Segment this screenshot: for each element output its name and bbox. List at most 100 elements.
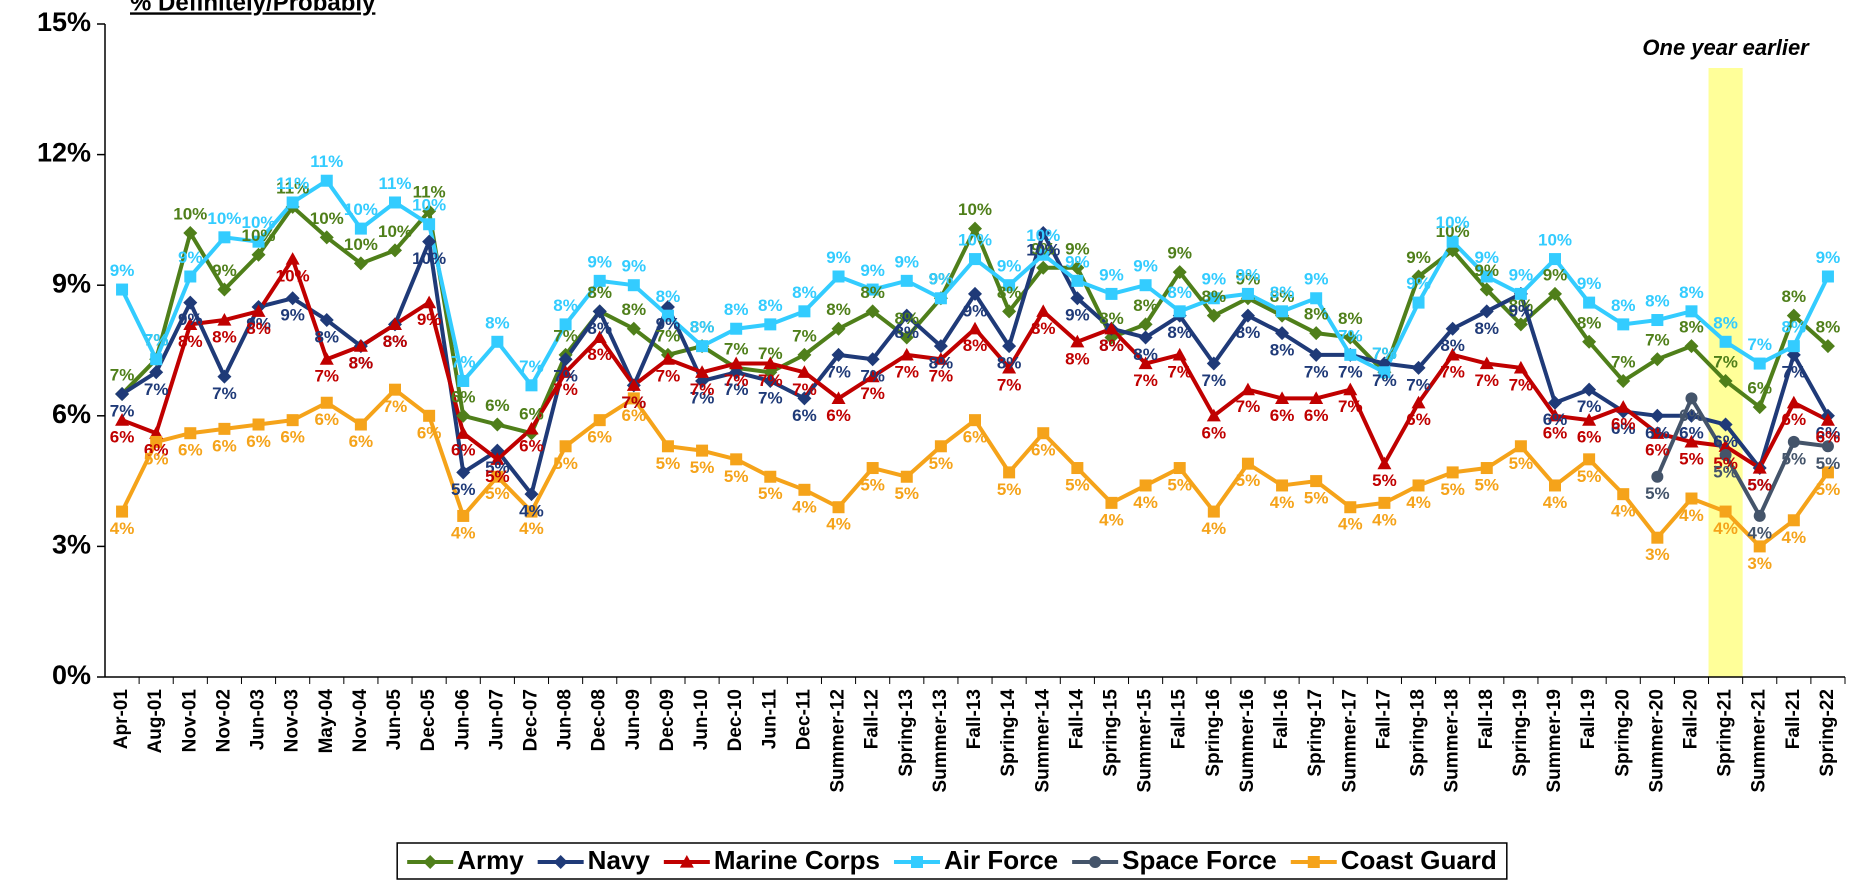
- highlight-band: [1708, 68, 1743, 677]
- marker: [218, 231, 231, 244]
- x-tick-label: Dec-05: [418, 689, 439, 752]
- marker: [1275, 391, 1290, 404]
- marker: [1240, 308, 1255, 323]
- data-label: 6%: [1747, 379, 1772, 398]
- data-label: 8%: [929, 354, 954, 373]
- marker: [389, 196, 401, 209]
- marker: [797, 391, 812, 406]
- marker: [1105, 287, 1118, 300]
- x-tick-label: Fall-14: [1066, 689, 1087, 750]
- marker: [1719, 335, 1732, 348]
- marker: [116, 283, 129, 296]
- marker: [1070, 334, 1085, 348]
- x-tick-label: Summer-21: [1749, 689, 1770, 793]
- marker: [1206, 408, 1221, 422]
- marker: [1173, 305, 1186, 318]
- data-label: 5%: [724, 467, 749, 486]
- data-label: 8%: [1099, 309, 1124, 328]
- data-label: 5%: [894, 484, 919, 503]
- marker: [1003, 466, 1016, 479]
- data-label: 10%: [344, 200, 378, 219]
- marker: [832, 270, 845, 283]
- data-label: 8%: [1065, 349, 1090, 368]
- data-label: 7%: [1167, 362, 1192, 381]
- data-label: 5%: [1679, 449, 1704, 468]
- data-label: 7%: [724, 339, 749, 358]
- data-label: 8%: [1270, 341, 1295, 360]
- data-label: 10%: [1436, 222, 1470, 241]
- marker: [1480, 270, 1493, 283]
- x-tick-label: Jun-09: [623, 689, 644, 750]
- data-label: 8%: [1031, 319, 1056, 338]
- marker: [456, 408, 471, 423]
- marker: [1071, 462, 1084, 475]
- x-tick-label: Fall-13: [964, 689, 985, 749]
- data-label: 7%: [792, 380, 817, 399]
- data-label: 8%: [1270, 287, 1295, 306]
- marker: [456, 426, 471, 439]
- x-tick-label: Fall-20: [1680, 689, 1701, 749]
- marker: [1002, 339, 1017, 354]
- marker: [1309, 391, 1324, 404]
- marker: [1310, 475, 1323, 488]
- data-label: 9%: [417, 310, 442, 329]
- data-label: 9%: [1509, 265, 1534, 284]
- data-label: 7%: [860, 367, 885, 386]
- data-label: 6%: [485, 396, 510, 415]
- data-label: 9%: [1167, 244, 1192, 263]
- data-label: 7%: [792, 326, 817, 345]
- x-tick-label: Spring-17: [1305, 689, 1326, 777]
- marker: [1583, 453, 1596, 466]
- marker: [491, 335, 504, 348]
- marker: [1002, 360, 1017, 374]
- marker: [593, 414, 606, 427]
- marker: [764, 318, 777, 331]
- marker: [1377, 456, 1392, 470]
- marker: [1753, 540, 1766, 553]
- data-label: 8%: [1782, 318, 1807, 337]
- marker: [1036, 304, 1051, 317]
- marker: [286, 196, 299, 209]
- data-label: 8%: [792, 283, 817, 302]
- data-label: 10%: [1026, 226, 1060, 245]
- marker: [491, 470, 504, 483]
- data-label: 10%: [1436, 213, 1470, 232]
- marker: [729, 356, 744, 370]
- data-label: 6%: [622, 406, 647, 425]
- marker: [1173, 462, 1186, 475]
- marker: [797, 347, 812, 362]
- data-label: 8%: [963, 336, 988, 355]
- marker: [1650, 426, 1665, 439]
- data-label: 7%: [690, 380, 715, 399]
- data-label: 7%: [212, 384, 237, 403]
- data-label: 5%: [451, 480, 476, 499]
- data-label: 4%: [1747, 523, 1772, 542]
- marker: [1071, 274, 1084, 287]
- data-label: 7%: [1338, 362, 1363, 381]
- marker: [251, 247, 266, 262]
- data-label: 6%: [1713, 432, 1738, 451]
- marker: [320, 396, 333, 409]
- data-label: 8%: [1611, 296, 1636, 315]
- data-label: 5%: [144, 449, 169, 468]
- marker: [764, 470, 777, 483]
- data-label: 10%: [958, 200, 992, 219]
- x-tick-label: Spring-18: [1408, 689, 1429, 777]
- marker: [763, 373, 778, 388]
- marker: [1412, 479, 1425, 492]
- marker: [252, 235, 265, 248]
- marker: [627, 279, 640, 292]
- x-tick-label: Fall-21: [1783, 689, 1804, 750]
- marker: [389, 383, 401, 396]
- marker: [1002, 304, 1017, 319]
- x-tick-label: Summer-17: [1339, 689, 1360, 793]
- marker: [457, 509, 470, 522]
- data-label: 6%: [451, 387, 476, 406]
- marker: [1138, 356, 1153, 370]
- marker: [217, 282, 232, 297]
- marker: [217, 313, 232, 326]
- data-label: 7%: [1133, 371, 1158, 390]
- data-label: 4%: [1611, 502, 1636, 521]
- x-tick-label: Spring-21: [1715, 689, 1736, 777]
- marker: [798, 305, 811, 318]
